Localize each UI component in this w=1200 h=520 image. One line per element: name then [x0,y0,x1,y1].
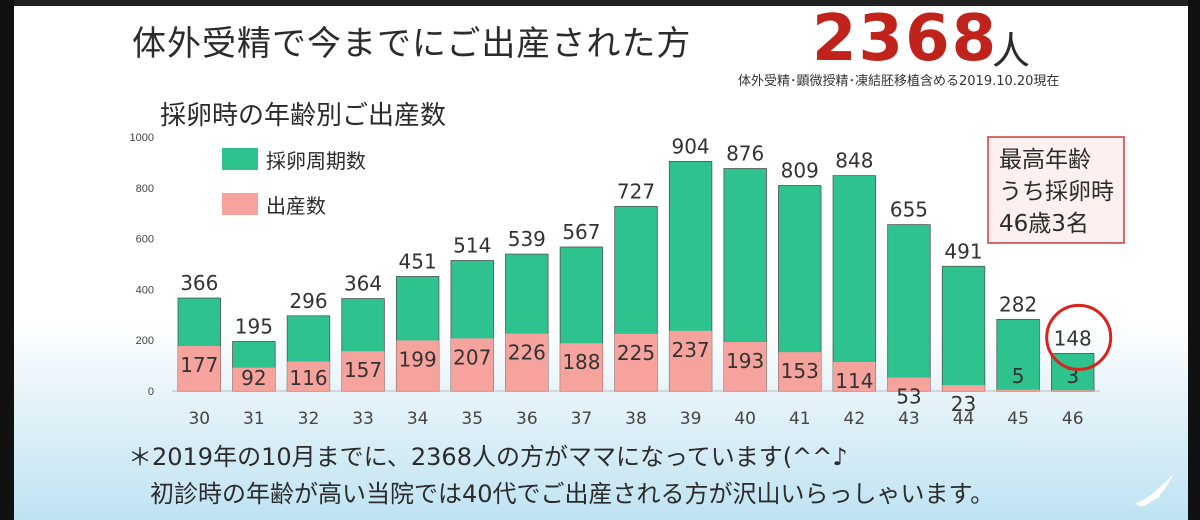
legend-label-cycles: 採卵周期数 [266,149,366,173]
screen-right-border [1188,0,1200,520]
x-tick-label: 39 [680,409,702,429]
y-tick-label: 200 [136,335,154,347]
screen-top-border [0,0,1200,6]
bar-cycles [887,224,931,392]
x-tick-label: 37 [571,409,593,429]
callout-line-3: 46歳3名 [999,211,1089,237]
data-label-cycles: 655 [890,198,928,222]
screen-left-border [0,0,14,520]
bar-births [396,340,439,391]
highlight-circle [1045,303,1113,371]
total-count: 2368 [812,2,999,76]
bar-births [287,361,330,391]
data-label-cycles: 514 [453,233,491,257]
bar-births [887,377,931,391]
bar-births [614,333,658,391]
data-label-cycles: 451 [399,249,437,273]
main-title: 体外受精で今までにご出産された方 [132,24,692,64]
data-label-births: 225 [617,341,655,365]
x-tick-label: 34 [407,409,429,429]
data-label-births: 153 [781,359,819,383]
x-tick-label: 41 [789,409,811,429]
bar-births [778,352,822,391]
data-label-births: 157 [344,358,382,382]
bar-cycles [941,265,986,392]
callout-box: 最高年齢 うち採卵時 46歳3名 [987,136,1125,244]
x-tick-label: 40 [734,409,756,429]
legend-swatch-cycles [222,148,258,170]
legend-swatch-births [222,193,258,215]
data-label-cycles: 282 [999,292,1037,316]
bar-births [1051,390,1094,391]
bar-births [450,338,494,391]
y-tick-label: 0 [148,386,154,398]
data-label-cycles: 296 [289,289,327,313]
data-label-cycles: 876 [726,141,764,165]
data-label-births: 207 [453,345,491,369]
bar-births [723,341,767,391]
x-tick-label: 33 [352,409,374,429]
bar-births [505,333,549,391]
data-label-cycles: 148 [1054,326,1092,350]
data-label-births: 114 [835,369,873,393]
data-label-cycles: 848 [835,149,873,173]
data-label-births: 92 [241,366,266,390]
x-tick-label: 42 [844,409,866,429]
data-label-cycles: 364 [344,272,382,296]
data-label-births: 5 [1012,364,1025,388]
x-tick-label: 44 [953,409,975,429]
data-label-births: 226 [508,341,546,365]
chart-title: 採卵時の年齢別ご出産数 [160,101,447,131]
x-tick-label: 45 [1007,409,1029,429]
bar-cycles [1051,353,1095,392]
data-label-births: 177 [180,353,218,377]
bar-cycles [832,175,877,392]
y-tick-label: 400 [136,284,154,296]
x-tick-label: 46 [1062,409,1084,429]
x-tick-label: 36 [516,409,538,429]
crane-logo-icon [1134,474,1174,507]
data-label-births: 193 [726,349,764,373]
data-label-births: 188 [562,350,600,374]
x-tick-label: 31 [243,409,265,429]
data-label-cycles: 567 [562,220,600,244]
legend-label-births: 出産数 [266,194,326,218]
bar-births [669,330,712,391]
bar-births [232,367,276,391]
data-label-births: 23 [951,392,976,416]
x-tick-label: 43 [898,409,920,429]
y-tick-label: 600 [136,234,154,246]
data-label-cycles: 727 [617,179,655,203]
data-label-cycles: 366 [180,271,218,295]
data-label-births: 116 [289,366,327,390]
footnote-line-2: 初診時の年齢が高い当院では40代でご出産される方が沢山いらっしゃいます。 [150,480,995,508]
footnote-line-1: ＊2019年の10月までに、2368人の方がママになっています(^^♪ [128,443,848,471]
x-tick-label: 38 [625,409,647,429]
data-label-cycles: 491 [944,239,982,263]
bar-births [341,351,385,391]
total-unit: 人 [992,29,1031,73]
data-label-births: 199 [399,347,437,371]
x-tick-label: 35 [461,409,483,429]
data-label-cycles: 195 [235,314,273,338]
bar-births [178,346,221,391]
data-label-cycles: 539 [508,227,546,251]
callout-line-2: うち採卵時 [999,179,1114,205]
x-tick-label: 30 [188,409,210,429]
x-tick-label: 32 [298,409,320,429]
bar-births [833,362,876,391]
data-label-cycles: 904 [671,134,709,158]
callout-line-1: 最高年齢 [999,147,1091,173]
bar-births [560,343,603,391]
y-tick-label: 800 [136,183,154,195]
data-label-cycles: 809 [781,159,819,183]
bar-cycles [996,318,1040,392]
data-label-births: 53 [896,385,921,409]
as-of-note: 体外受精･顕微授精･凍結胚移植含める2019.10.20現在 [738,74,1060,89]
data-label-births: 237 [671,338,709,362]
bar-births [996,389,1040,391]
bar-births [942,385,985,391]
y-tick-label: 1000 [130,132,154,144]
